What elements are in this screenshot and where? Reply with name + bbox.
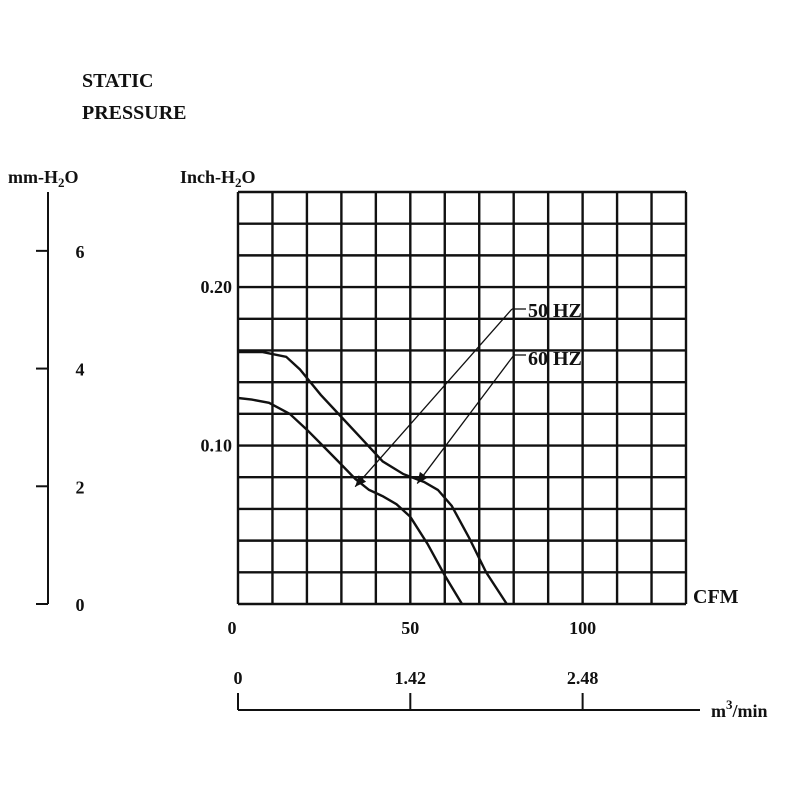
annotation-leader bbox=[416, 354, 515, 484]
chart-annotations: 50 HZ 60 HZ bbox=[354, 300, 582, 488]
y-mm-tick-label: 0 bbox=[76, 595, 85, 615]
y-mm-tick-label: 2 bbox=[76, 477, 85, 497]
chart-title-line1: STATIC bbox=[82, 70, 154, 92]
chart-series bbox=[237, 350, 508, 605]
x2-tick-label: 2.48 bbox=[567, 668, 599, 688]
x2-tick-label: 1.42 bbox=[395, 668, 427, 688]
y-mm-tick-label: 6 bbox=[76, 242, 85, 262]
y-mm-tick-label: 4 bbox=[76, 360, 85, 380]
y-inch-tick-labels: 0.10 0.20 bbox=[201, 277, 233, 455]
x-cfm-tick-labels: 0 50 100 bbox=[228, 618, 597, 638]
y-tick-label: 0.20 bbox=[201, 277, 233, 297]
x-tick-label: 0 bbox=[228, 618, 237, 638]
y-mm-axis-ticks: 0 2 4 6 bbox=[36, 242, 85, 615]
annotation-label: 60 HZ bbox=[528, 348, 582, 370]
x-m3-axis-ticks: 0 1.42 2.48 bbox=[234, 668, 599, 710]
x-tick-label: 50 bbox=[401, 618, 419, 638]
series-line-60-hz bbox=[238, 350, 508, 605]
y-tick-label: 0.10 bbox=[201, 436, 233, 456]
annotation-arrowhead bbox=[417, 471, 428, 484]
plot-grid bbox=[236, 190, 688, 606]
series-line-50-hz bbox=[237, 396, 464, 605]
x-axis-label-m3min: m3/min bbox=[711, 697, 768, 721]
x2-tick-label: 0 bbox=[234, 668, 243, 688]
y-right-unit-label: Inch-H2O bbox=[180, 167, 256, 190]
y-left-unit-label: mm-H2O bbox=[8, 167, 79, 190]
x-tick-label: 100 bbox=[569, 618, 596, 638]
x-axis-label-cfm: CFM bbox=[693, 586, 739, 608]
chart-title-line2: PRESSURE bbox=[82, 102, 186, 124]
annotation-leader bbox=[354, 308, 513, 488]
annotation-arrowhead bbox=[355, 475, 367, 487]
annotation-label: 50 HZ bbox=[528, 300, 582, 322]
